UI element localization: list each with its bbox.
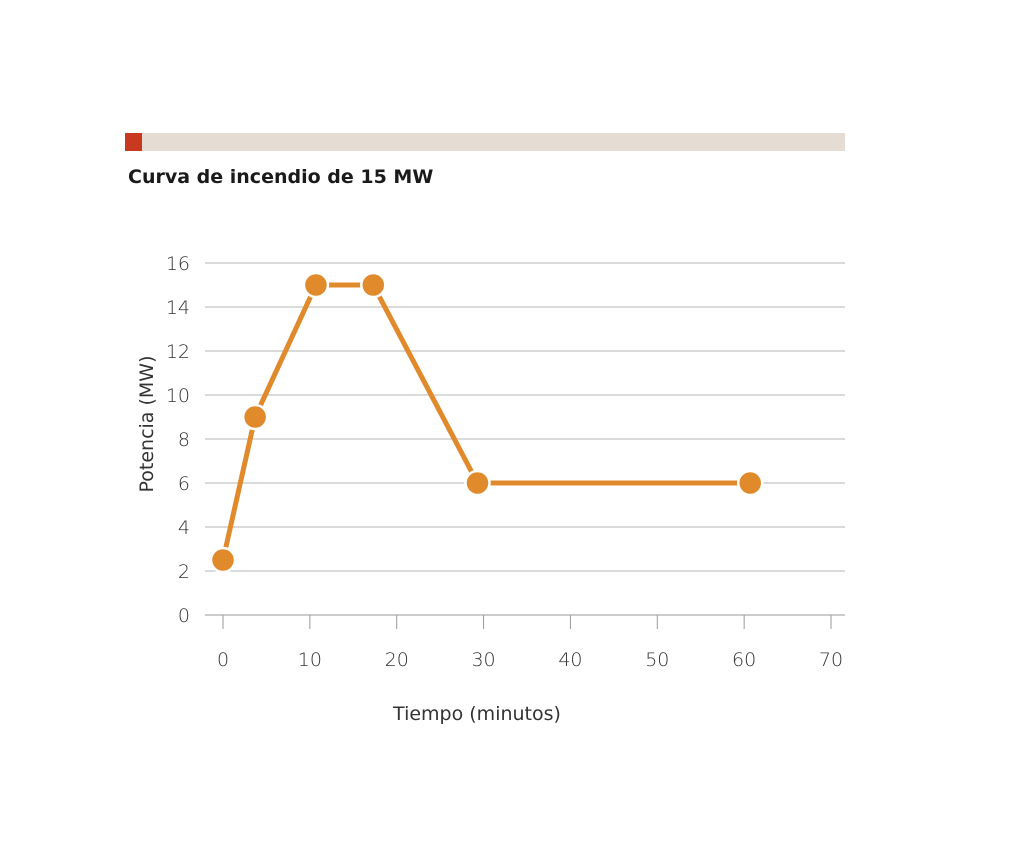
x-tick-label: 0 <box>217 649 229 671</box>
data-point <box>241 403 269 431</box>
y-tick-label: 6 <box>178 473 190 495</box>
x-axis <box>222 615 832 629</box>
x-tick-label: 70 <box>819 649 843 671</box>
x-tick-label: 20 <box>385 649 409 671</box>
x-tick-label: 40 <box>558 649 582 671</box>
chart-title: Curva de incendio de 15 MW <box>128 166 433 188</box>
x-tick-label: 30 <box>471 649 495 671</box>
y-tick-label: 14 <box>166 297 190 319</box>
y-tick-label: 10 <box>166 385 190 407</box>
x-tick-label: 50 <box>645 649 669 671</box>
y-axis-label: Potencia (MW) <box>136 356 158 493</box>
header-accent <box>125 133 142 151</box>
tick-labels: 0 2 4 6 8 10 12 14 16 0 10 20 30 40 50 60 70 <box>166 253 843 671</box>
y-tick-label: 8 <box>178 429 190 451</box>
data-point <box>302 271 330 299</box>
y-tick-label: 16 <box>166 253 190 275</box>
data-point <box>360 271 387 299</box>
y-tick-label: 4 <box>178 517 190 539</box>
series <box>209 271 764 574</box>
x-tick-label: 10 <box>298 649 322 671</box>
data-point <box>209 546 237 574</box>
header-bar <box>125 133 845 151</box>
y-tick-label: 0 <box>178 605 190 627</box>
data-point <box>464 469 491 497</box>
gridlines <box>205 262 845 616</box>
y-tick-label: 12 <box>166 341 190 363</box>
x-tick-label: 60 <box>732 649 756 671</box>
y-tick-label: 2 <box>178 561 190 583</box>
x-axis-label: Tiempo (minutos) <box>392 703 561 725</box>
data-point <box>736 469 764 497</box>
series-line <box>220 282 753 563</box>
